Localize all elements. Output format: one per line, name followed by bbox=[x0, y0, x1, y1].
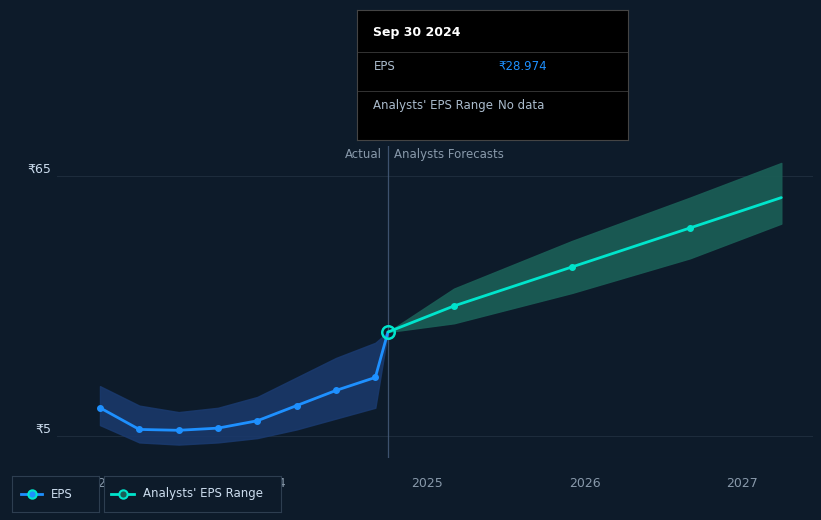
Text: Actual: Actual bbox=[345, 148, 382, 161]
Text: 2024: 2024 bbox=[254, 477, 286, 490]
Text: 2025: 2025 bbox=[411, 477, 443, 490]
Text: EPS: EPS bbox=[374, 60, 395, 73]
Text: 2026: 2026 bbox=[569, 477, 600, 490]
Text: No data: No data bbox=[498, 99, 544, 112]
Text: Sep 30 2024: Sep 30 2024 bbox=[374, 26, 461, 39]
Text: Analysts' EPS Range: Analysts' EPS Range bbox=[143, 488, 263, 500]
Text: EPS: EPS bbox=[51, 488, 73, 500]
Text: ₹65: ₹65 bbox=[28, 163, 52, 176]
Text: 2027: 2027 bbox=[726, 477, 758, 490]
Text: Analysts' EPS Range: Analysts' EPS Range bbox=[374, 99, 493, 112]
Text: ₹28.974: ₹28.974 bbox=[498, 60, 547, 73]
Text: ₹5: ₹5 bbox=[35, 423, 52, 436]
Text: 2023: 2023 bbox=[97, 477, 128, 490]
Text: Analysts Forecasts: Analysts Forecasts bbox=[394, 148, 504, 161]
